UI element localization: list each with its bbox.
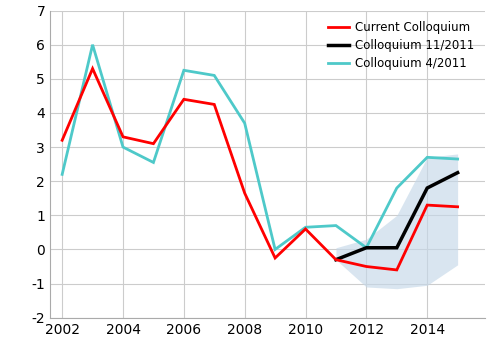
Legend: Current Colloquium, Colloquium 11/2011, Colloquium 4/2011: Current Colloquium, Colloquium 11/2011, … <box>323 17 479 74</box>
